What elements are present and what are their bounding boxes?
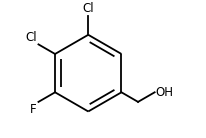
Text: Cl: Cl [82, 2, 94, 15]
Text: F: F [30, 103, 37, 116]
Text: OH: OH [155, 86, 173, 99]
Text: Cl: Cl [25, 31, 37, 44]
